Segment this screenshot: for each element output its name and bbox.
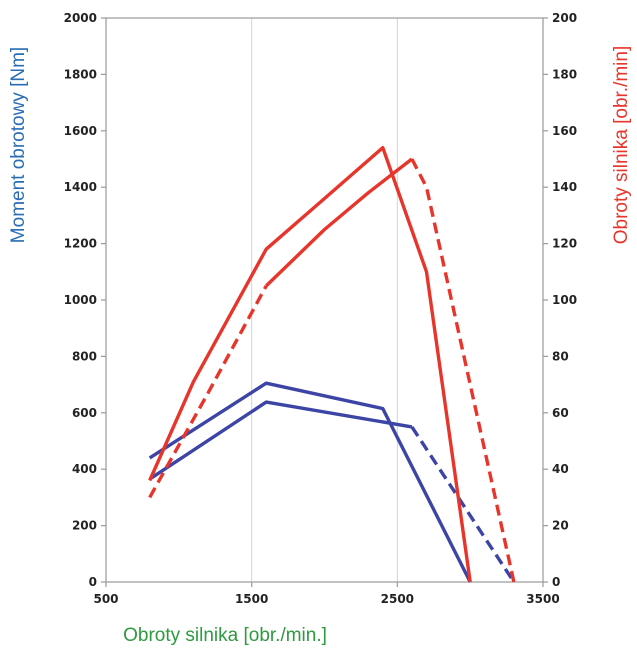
y-right-tick-label: 0 (552, 575, 560, 589)
blue-series-line-1 (148, 381, 472, 583)
y-left-tick-label: 1000 (64, 293, 97, 307)
y-left-tick-label: 400 (72, 462, 97, 476)
y-left-tick-label: 600 (72, 406, 97, 420)
red-series-line-5 (148, 285, 268, 499)
series-lines (148, 145, 516, 583)
y-right-tick-label: 120 (552, 237, 577, 251)
y-left-tick-label: 1600 (64, 124, 97, 138)
y-left-tick-label: 200 (72, 519, 97, 533)
y-left-tick-label: 2000 (64, 11, 97, 25)
y-right-tick-label: 100 (552, 293, 577, 307)
y-left-tick-label: 1800 (64, 67, 97, 81)
y-right-tick-label: 40 (552, 462, 569, 476)
grid (251, 18, 398, 582)
y-left-tick-label: 800 (72, 349, 97, 363)
x-tick-label: 500 (93, 592, 118, 606)
plot-frame (105, 17, 544, 583)
red-series-line-6 (265, 157, 413, 288)
x-axis-title: Obroty silnika [obr./min.] (123, 625, 327, 646)
tick-labels: 500 1500 2500 35000200400600800100012001400… (64, 11, 577, 606)
y-right-tick-label: 140 (552, 180, 577, 194)
y-right-tick-label: 200 (552, 11, 577, 25)
y-right-tick-label: 160 (552, 124, 577, 138)
y-axis-right-title: Obroty silnika [obr./min] (611, 46, 632, 245)
y-axis-left-title: Moment obrotowy [Nm] (8, 47, 29, 243)
x-tick-label: 3500 (526, 592, 559, 606)
y-left-tick-label: 0 (89, 575, 97, 589)
blue-series-line-3 (410, 425, 516, 583)
y-right-tick-label: 20 (552, 519, 569, 533)
y-right-tick-label: 80 (552, 349, 569, 363)
x-tick-label: 2500 (381, 592, 414, 606)
y-right-tick-label: 60 (552, 406, 569, 420)
red-series-line-4 (148, 145, 472, 583)
plot-border (105, 17, 544, 583)
y-left-tick-label: 1200 (64, 237, 97, 251)
x-tick-label: 1500 (235, 592, 268, 606)
y-right-tick-label: 180 (552, 67, 577, 81)
blue-series-line-2 (148, 400, 413, 481)
axis-titles: Obroty silnika [obr./min.] Moment obroto… (8, 46, 632, 646)
y-left-tick-label: 1400 (64, 180, 97, 194)
